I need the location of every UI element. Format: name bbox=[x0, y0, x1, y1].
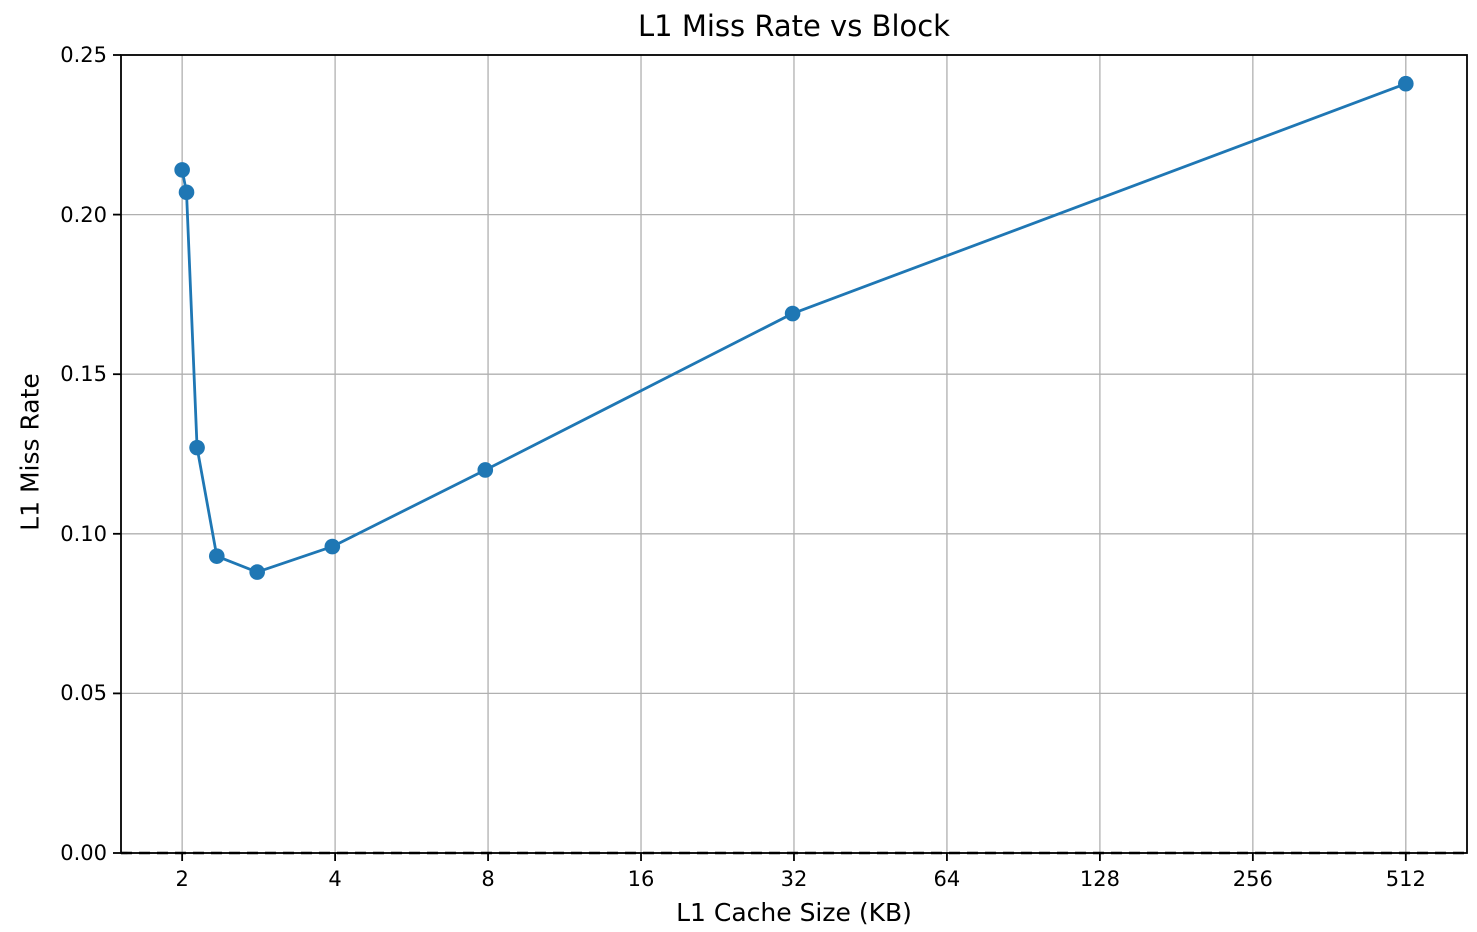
y-tick-label: 0.20 bbox=[60, 202, 107, 227]
data-point bbox=[477, 462, 494, 478]
data-point bbox=[249, 564, 265, 580]
data-point bbox=[1398, 75, 1414, 92]
data-point bbox=[178, 184, 195, 201]
data-point bbox=[189, 439, 205, 456]
x-tick-label: 256 bbox=[1232, 867, 1273, 891]
x-tick-label: 2 bbox=[175, 867, 189, 891]
x-tick-label: 32 bbox=[780, 867, 808, 891]
y-tick-label: 0.15 bbox=[60, 362, 107, 387]
y-tick-label: 0.05 bbox=[60, 681, 107, 706]
x-tick-label: 64 bbox=[933, 867, 961, 891]
x-axis-label: L1 Cache Size (KB) bbox=[676, 898, 912, 927]
x-tick-label: 8 bbox=[481, 867, 495, 891]
data-point bbox=[324, 538, 341, 555]
y-axis-label: L1 Miss Rate bbox=[15, 373, 45, 531]
y-tick-label: 0.00 bbox=[60, 841, 107, 865]
data-point bbox=[208, 548, 225, 564]
y-tick-label: 0.10 bbox=[60, 521, 107, 546]
x-tick-label: 512 bbox=[1385, 867, 1426, 891]
x-tick-label: 4 bbox=[328, 867, 342, 891]
data-point bbox=[784, 305, 801, 322]
chart-title: L1 Miss Rate vs Block bbox=[638, 9, 950, 43]
x-tick-label: 128 bbox=[1079, 867, 1120, 891]
x-tick-label: 16 bbox=[627, 867, 655, 891]
data-point bbox=[174, 162, 190, 178]
y-tick-label: 0.25 bbox=[60, 43, 107, 67]
